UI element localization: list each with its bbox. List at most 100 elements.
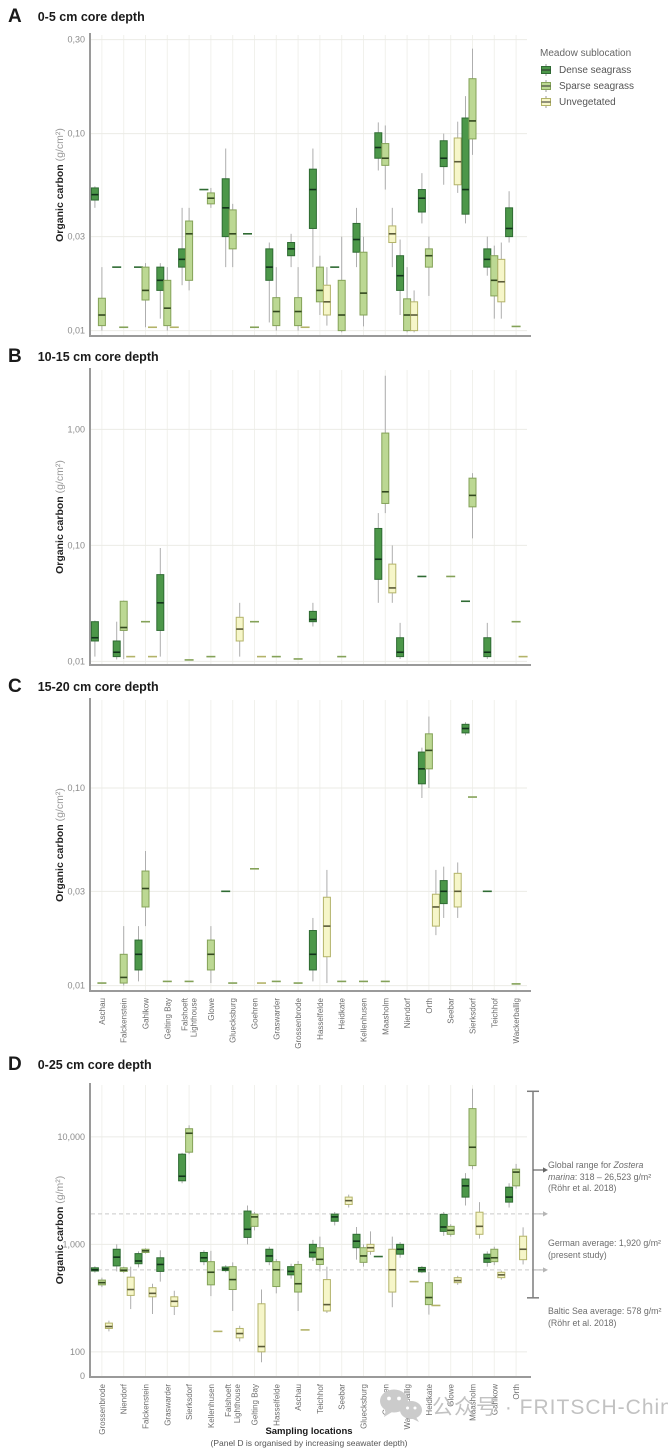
y-tick-label: 0,01	[67, 326, 85, 336]
x-category-label: Falckenstein	[120, 998, 129, 1043]
x-category-label: Gluecksburg	[229, 998, 238, 1043]
y-tick-label: 0,03	[67, 886, 85, 896]
x-category-label: Heidkate	[425, 1383, 434, 1415]
box-sierksdorf-s	[468, 477, 477, 508]
annotation-german-average: German average: 1,920 g/m² (present stud…	[548, 1238, 661, 1260]
panel-b-plot: 1,00 0,10 0,01	[67, 368, 531, 666]
y-tick-label: 0,01	[67, 981, 85, 991]
box-falshoeft-lighthouse-s	[185, 220, 194, 281]
box-orth-s	[424, 733, 433, 770]
x-category-label: Hasselfelde	[272, 1383, 281, 1425]
x-category-label: Niendorf	[403, 997, 412, 1028]
box-teichhof-u	[322, 1279, 331, 1312]
box-heidkate-s	[424, 1282, 433, 1306]
box-graswarder-d	[265, 248, 274, 281]
panel-b-y-axis-label: Organic carbon (g/cm²)	[54, 460, 66, 574]
box-hasselfelde-d	[308, 168, 317, 229]
box-falckenstein-d	[112, 640, 121, 658]
arrow-icon	[543, 1211, 548, 1217]
x-category-label: Gluecksburg	[360, 1384, 369, 1429]
panel-a-title: 0-5 cm core depth	[37, 10, 145, 24]
box-maasholm-s	[381, 143, 390, 166]
box-maasholm-d	[374, 132, 383, 159]
x-category-label: Grossenbrode	[98, 1383, 107, 1434]
y-tick-label: 0,10	[67, 129, 85, 139]
x-category-label: Falckenstein	[142, 1384, 151, 1429]
annotation-baltic-average: Baltic Sea average: 578 g/m² (Röhr et al…	[548, 1306, 662, 1328]
box-gluecksburg-s	[359, 1247, 368, 1263]
x-category-label: Aschau	[98, 998, 107, 1025]
box-kellenhusen-d	[352, 222, 361, 253]
box-gelting-bay-s	[163, 279, 172, 327]
box-niendorf-u	[410, 301, 419, 332]
box-gelting-bay-s	[250, 1213, 259, 1227]
legend-item-dense-seagrass: Dense seagrass	[540, 64, 662, 76]
x-category-label: Maasholm	[469, 1384, 478, 1421]
box-kellenhusen-s	[359, 251, 368, 316]
box-hasselfelde-u	[322, 896, 331, 958]
box-falshoeft-lighthouse-d	[178, 248, 187, 268]
box-gelting-bay-u	[257, 1303, 266, 1353]
x-category-label: Seebar	[338, 1384, 347, 1410]
y-tick-label: 0	[80, 1371, 85, 1381]
x-category-label: Teichhof	[316, 1383, 325, 1414]
x-category-label: Wackerballig	[512, 998, 521, 1044]
box-gahlkow-s	[490, 1248, 499, 1263]
x-category-label: Gelting Bay	[251, 1384, 260, 1425]
panel-a-plot: 0,30 0,10 0,03 0,01	[67, 33, 531, 337]
box-sierksdorf-s	[185, 1128, 194, 1153]
box-maasholm-u	[388, 563, 397, 594]
x-category-label: Falshoeft	[224, 1383, 233, 1417]
watermark-text: 公众号 · FRITSCH-China	[432, 1396, 668, 1419]
box-orth-s	[424, 248, 433, 268]
x-category-label: Kellenhusen	[207, 1384, 216, 1428]
box-kellenhusen-s	[206, 1261, 215, 1286]
legend-title: Meadow sublocation	[540, 48, 632, 59]
panel-b-header: B 10-15 cm core depth	[8, 346, 159, 368]
boxplot-glyph-icon	[541, 64, 551, 76]
legend-label: Sparse seagrass	[559, 80, 635, 92]
box-seebar-u	[453, 872, 462, 908]
x-category-label: Graswarder	[272, 998, 281, 1040]
box-maasholm-d	[374, 527, 383, 580]
x-category-label: Gahlkow	[490, 1384, 499, 1415]
panel-a-letter: A	[8, 6, 22, 27]
box-maasholm-s	[381, 432, 390, 504]
box-glowe-d	[439, 1213, 448, 1232]
box-maasholm-s	[468, 1108, 477, 1167]
box-falckenstein-d	[134, 1253, 143, 1265]
legend-label: Unvegetated	[559, 96, 616, 108]
panel-d-title: 0-25 cm core depth	[37, 1058, 152, 1072]
box-maasholm-d	[461, 1178, 470, 1198]
wechat-icon	[380, 1389, 422, 1422]
box-niendorf-d	[396, 255, 405, 291]
panel-c-plot: 0,10 0,03 0,01 Aschau Falckenstein Gahlkow Gel…	[67, 698, 531, 1049]
x-category-label: Teichhof	[490, 997, 499, 1028]
x-category-label: Graswarder	[163, 1384, 172, 1426]
box-hasselfelde-s	[315, 266, 324, 303]
x-category-label: Goehren	[251, 998, 260, 1029]
box-hasselfelde-d	[308, 930, 317, 971]
watermark: 公众号 · FRITSCH-China	[378, 1388, 668, 1424]
y-tick-label: 100	[70, 1347, 85, 1357]
box-goehren-u	[388, 1248, 397, 1293]
y-tick-label: 10,000	[57, 1132, 85, 1142]
panel-c-letter: C	[8, 676, 22, 697]
boxplot-glyph-icon	[541, 80, 551, 92]
box-orth-u	[431, 893, 440, 927]
box-hasselfelde-s	[272, 1261, 281, 1288]
panel-a-header: A 0-5 cm core depth	[8, 6, 145, 28]
box-hasselfelde-u	[322, 284, 331, 316]
box-heidkate-s	[337, 279, 346, 332]
x-category-label: Sierksdorf	[185, 1383, 194, 1420]
box-niendorf-u	[126, 1276, 135, 1296]
x-category-label: Lighthouse	[233, 1383, 242, 1423]
box-teichhof-d	[483, 637, 492, 658]
box-seebar-d	[439, 140, 448, 168]
x-category-label: Glowe	[447, 1383, 456, 1406]
box-falckenstein-s	[119, 600, 128, 631]
box-orth-d	[417, 189, 426, 213]
box-aschau-s	[294, 1263, 303, 1293]
x-category-label: Orth	[425, 998, 434, 1014]
x-category-label: Maasholm	[381, 998, 390, 1035]
